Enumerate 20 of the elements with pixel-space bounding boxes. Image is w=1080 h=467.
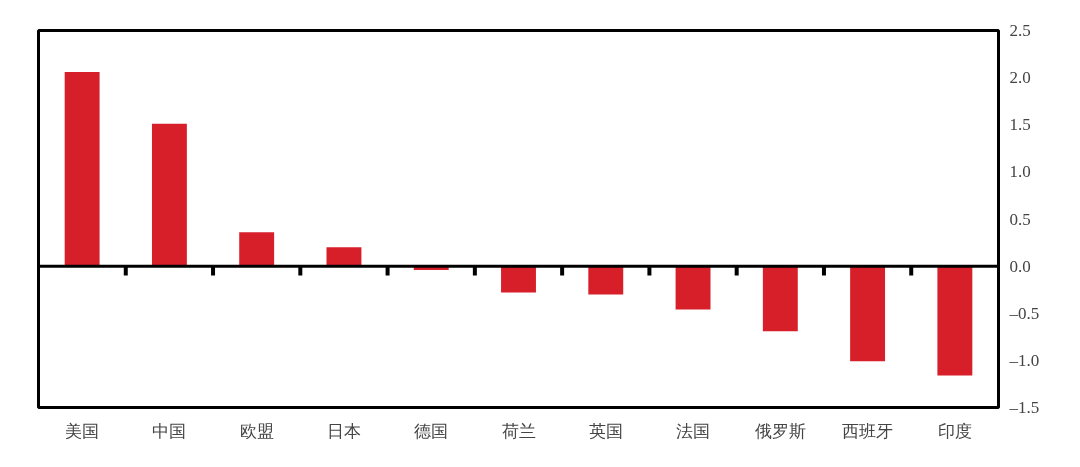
y-tick-label: 0.5 <box>1009 209 1031 229</box>
x-tick-label: 中国 <box>152 421 187 441</box>
x-tick-label: 英国 <box>588 421 623 441</box>
x-tick-label: 俄罗斯 <box>754 421 806 441</box>
y-tick-label: 0.0 <box>1009 256 1031 276</box>
x-tick-label: 荷兰 <box>501 421 536 441</box>
y-tick-label: 2.5 <box>1009 21 1031 40</box>
y-tick-label: –1.0 <box>1008 350 1040 370</box>
y-tick-label: 2.0 <box>1009 68 1031 88</box>
x-tick-label: 欧盟 <box>239 421 274 441</box>
x-tick-label: 印度 <box>937 421 972 441</box>
x-tick-label: 西班牙 <box>842 421 894 441</box>
y-tick-label: –1.5 <box>1008 398 1040 417</box>
x-tick-label: 日本 <box>326 421 361 441</box>
y-tick-label: 1.5 <box>1009 115 1031 135</box>
x-tick-label: 美国 <box>65 421 100 441</box>
y-tick-label: –0.5 <box>1008 303 1040 323</box>
x-tick-label: 德国 <box>414 421 449 441</box>
y-tick-label: 1.0 <box>1009 162 1031 182</box>
x-tick-label: 法国 <box>676 421 711 441</box>
